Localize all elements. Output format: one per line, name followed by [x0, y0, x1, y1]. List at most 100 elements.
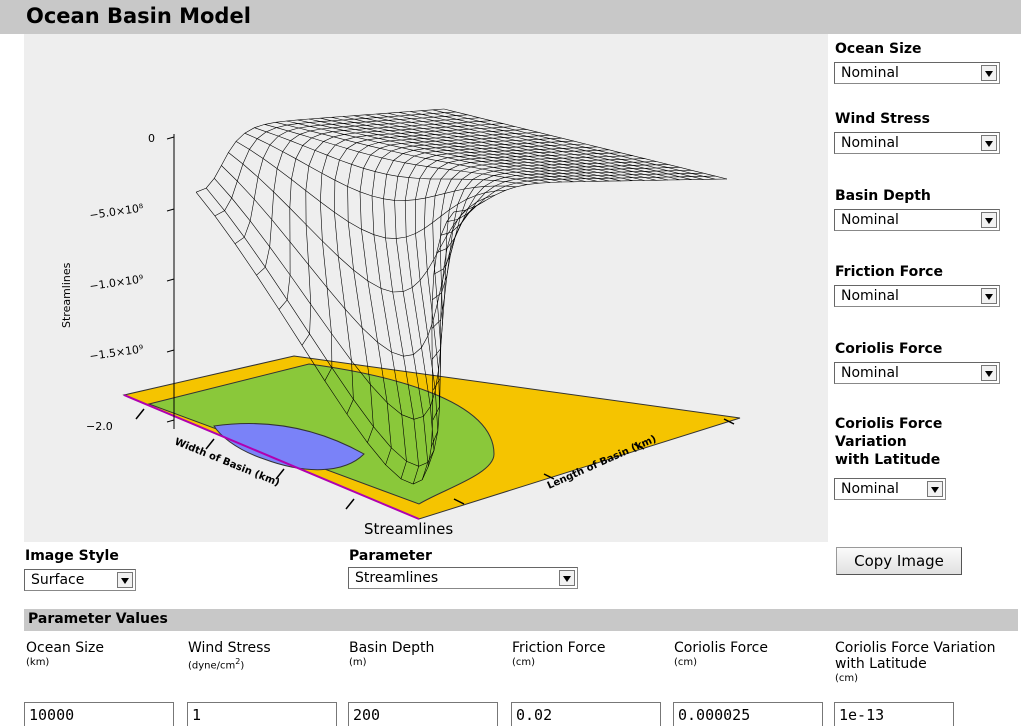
coriolis-variation-select[interactable]: Nominal	[834, 478, 946, 500]
mesh-line	[228, 152, 496, 293]
param-basin-depth: Basin Depth (m)	[349, 640, 434, 668]
contour-green	[147, 363, 495, 505]
mesh-line	[432, 109, 716, 180]
surface-mesh	[195, 108, 728, 485]
contour-edge-line	[123, 394, 420, 520]
parameter-label: Parameter	[349, 548, 432, 564]
param-coriolis-variation: Coriolis Force Variation with Latitude (…	[835, 640, 996, 684]
mesh-line	[436, 170, 692, 253]
coriolis-variation-label-line2: Variation	[835, 434, 907, 450]
mesh-line	[453, 178, 728, 213]
coriolis-variation-label: Coriolis Force Variation with Latitude	[835, 415, 942, 469]
parameter-select[interactable]: Streamlines	[348, 567, 578, 589]
mesh-line	[421, 110, 704, 180]
param-name: Ocean Size	[26, 640, 104, 656]
mesh-line	[244, 132, 517, 201]
chevron-down-icon	[981, 288, 997, 304]
contour-blue	[213, 422, 365, 471]
chevron-down-icon	[981, 365, 997, 381]
friction-force-label: Friction Force	[835, 264, 943, 280]
z-tick-4: −2.0	[86, 420, 113, 433]
z-axis-ticks	[166, 136, 175, 423]
coriolis-variation-input[interactable]: 1e-13	[834, 702, 954, 726]
title-bar: Ocean Basin Model	[0, 0, 1021, 34]
mesh-line	[431, 158, 645, 360]
mesh-line	[440, 172, 704, 236]
ocean-size-select[interactable]: Nominal	[834, 62, 1000, 84]
surface-plot: 0 −5.0×10⁸ −1.0×10⁹ −1.5×10⁹ −2.0 Stream…	[60, 108, 741, 520]
param-wind-stress: Wind Stress (dyne/cm2)	[188, 640, 271, 671]
friction-force-input[interactable]: 0.02	[511, 702, 661, 726]
wind-stress-input[interactable]: 1	[187, 702, 337, 726]
mesh-line	[275, 122, 551, 183]
param-name: Wind Stress	[188, 640, 271, 656]
param-friction-force: Friction Force (cm)	[512, 640, 606, 668]
chevron-down-icon	[559, 570, 575, 586]
mesh-line	[443, 108, 728, 180]
mesh-line	[431, 161, 657, 329]
y-axis-ticks	[135, 408, 355, 510]
ocean-size-input[interactable]: 10000	[24, 702, 174, 726]
param-unit: (cm)	[512, 657, 536, 668]
z-tick-1: −5.0×10⁸	[89, 201, 145, 222]
param-name: Basin Depth	[349, 640, 435, 656]
chevron-down-icon	[117, 572, 133, 588]
z-tick-3: −1.5×10⁹	[89, 343, 145, 363]
mesh-line	[398, 112, 680, 181]
copy-image-button[interactable]: Copy Image	[836, 547, 962, 575]
coriolis-variation-label-line1: Coriolis Force	[835, 416, 943, 432]
coriolis-variation-label-line3: with Latitude	[835, 452, 941, 468]
coriolis-force-input[interactable]: 0.000025	[673, 702, 823, 726]
param-name: Coriolis Force	[674, 640, 768, 656]
ocean-size-value: Nominal	[841, 65, 899, 81]
mesh-line	[342, 116, 621, 182]
param-name: Coriolis Force Variation	[835, 640, 996, 656]
parameter-value: Streamlines	[355, 570, 439, 586]
wind-stress-label: Wind Stress	[835, 111, 930, 127]
mesh-line	[432, 155, 633, 391]
param-name: Friction Force	[512, 640, 606, 656]
param-unit: (km)	[26, 657, 50, 668]
parameter-values-header: Parameter Values	[24, 609, 1018, 631]
z-axis-label: Streamlines	[60, 262, 73, 328]
param-name-2: with Latitude	[835, 656, 927, 672]
image-style-value: Surface	[31, 572, 85, 588]
plot-title: Streamlines	[364, 520, 454, 538]
param-unit: (m)	[349, 657, 367, 668]
coriolis-force-select[interactable]: Nominal	[834, 362, 1000, 384]
param-unit: (cm)	[674, 657, 698, 668]
image-style-label: Image Style	[25, 548, 119, 564]
mesh-line	[446, 175, 716, 222]
wind-stress-value: Nominal	[841, 135, 899, 151]
mesh-line	[410, 111, 692, 180]
param-coriolis-force: Coriolis Force (cm)	[674, 640, 768, 668]
coriolis-variation-value: Nominal	[841, 481, 899, 497]
param-unit: (cm)	[835, 673, 859, 684]
plot-area: 0 −5.0×10⁸ −1.0×10⁹ −1.5×10⁹ −2.0 Stream…	[24, 34, 828, 542]
ocean-size-label: Ocean Size	[835, 41, 922, 57]
friction-force-select[interactable]: Nominal	[834, 285, 1000, 307]
chevron-down-icon	[981, 212, 997, 228]
basin-depth-value: Nominal	[841, 212, 899, 228]
parameter-values-title: Parameter Values	[28, 611, 168, 627]
mesh-line	[331, 117, 610, 182]
page-title: Ocean Basin Model	[26, 4, 251, 28]
coriolis-force-value: Nominal	[841, 365, 899, 381]
param-unit: (dyne/cm2)	[188, 657, 245, 672]
basin-depth-input[interactable]: 200	[348, 702, 498, 726]
friction-force-value: Nominal	[841, 288, 899, 304]
z-tick-2: −1.0×10⁹	[89, 273, 145, 293]
chevron-down-icon	[981, 65, 997, 81]
basin-depth-label: Basin Depth	[835, 188, 931, 204]
image-style-select[interactable]: Surface	[24, 569, 136, 591]
chevron-down-icon	[981, 135, 997, 151]
x-axis-ticks	[453, 418, 735, 505]
mesh-line	[365, 114, 645, 181]
mesh-line	[433, 167, 680, 275]
wind-stress-select[interactable]: Nominal	[834, 132, 1000, 154]
z-tick-0: 0	[148, 132, 155, 145]
chevron-down-icon	[927, 481, 943, 497]
mesh-line	[432, 164, 669, 301]
basin-depth-select[interactable]: Nominal	[834, 209, 1000, 231]
coriolis-force-label: Coriolis Force	[835, 341, 943, 357]
